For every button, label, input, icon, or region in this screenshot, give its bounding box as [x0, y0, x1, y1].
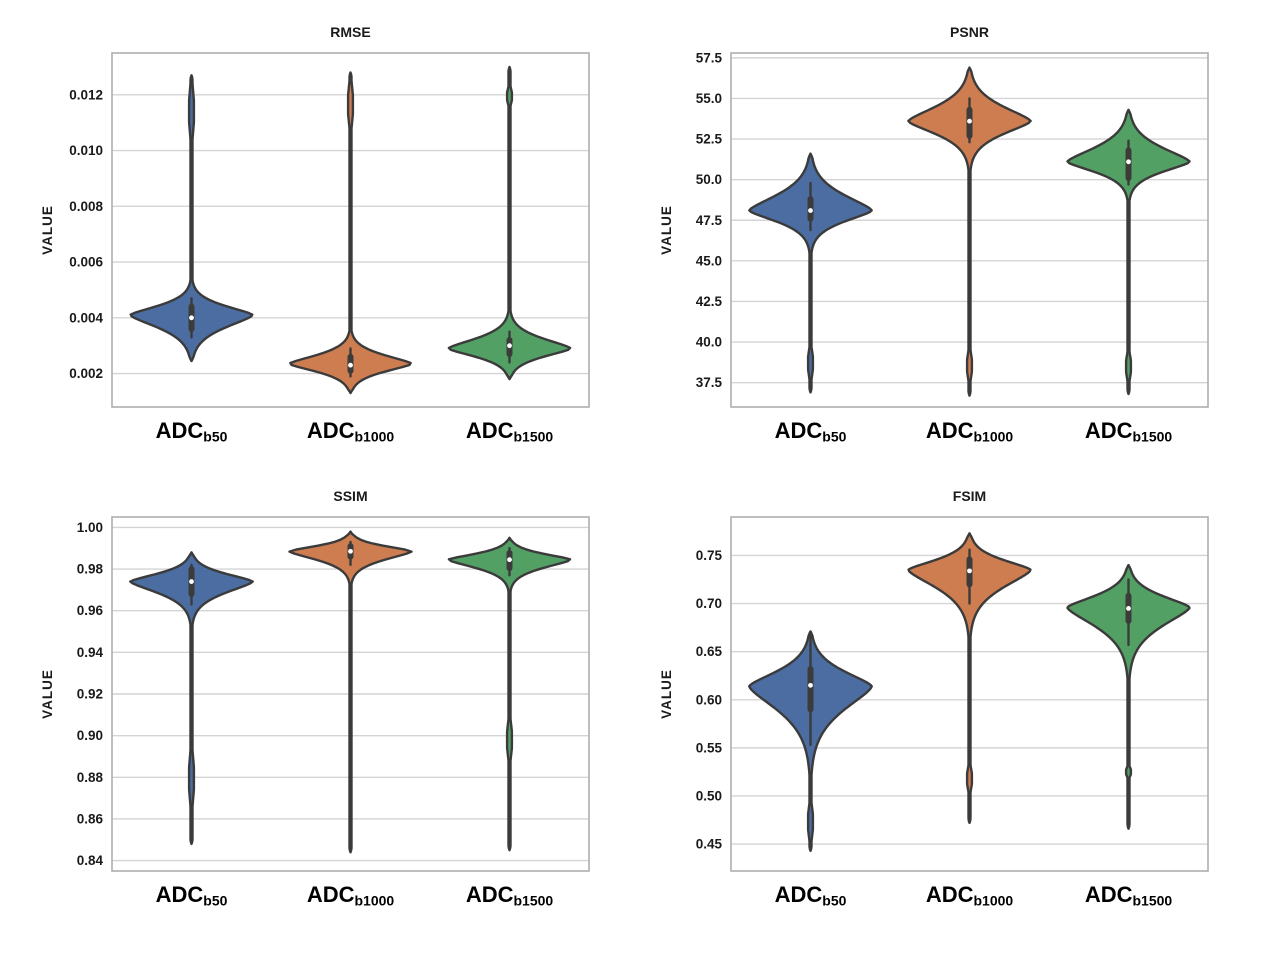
violin-adcb50	[129, 551, 254, 846]
x-category-label: ADCb1000	[926, 882, 1014, 909]
x-category-label: ADCb50	[775, 418, 847, 445]
y-tick-label: 0.50	[696, 788, 722, 803]
y-tick-label: 0.98	[77, 562, 104, 577]
y-tick-label: 0.90	[77, 728, 103, 743]
panel-rmse: 0.002 0.004 0.006 0.008 0.010 0.012 ADCb50 ADCb…	[0, 0, 634, 477]
median-dot	[348, 548, 353, 554]
y-tick-label: 0.010	[69, 143, 103, 158]
y-tick-label: 45.0	[696, 253, 722, 268]
median-dot	[189, 579, 194, 584]
y-tick-label: 0.002	[69, 366, 103, 381]
violin-chart-fsim: 0.45 0.50 0.55 0.60 0.65 0.70 0.75 ADCb50 ADCb10…	[659, 488, 1209, 909]
x-category-label: ADCb1500	[1085, 882, 1173, 909]
x-category-label: ADCb50	[775, 882, 847, 909]
y-tick-label: 52.5	[696, 132, 723, 147]
y-tick-label: 0.75	[696, 548, 723, 563]
violin-adcb1000	[907, 66, 1032, 397]
violin-adcb50	[129, 74, 254, 363]
y-tick-label: 0.92	[77, 687, 103, 702]
y-tick-label: 0.84	[77, 853, 104, 868]
y-tick-label: 0.70	[696, 596, 722, 611]
x-category-label: ADCb1000	[926, 418, 1014, 445]
x-category-label: ADCb50	[156, 418, 228, 445]
panel-ssim: 0.84 0.86 0.88 0.90 0.92 0.94 0.96 0.98 1.00 ADCb…	[0, 477, 634, 954]
y-tick-label: 0.55	[696, 740, 723, 755]
y-tick-label: 1.00	[77, 520, 103, 535]
y-tick-label: 0.96	[77, 603, 104, 618]
plot-frame	[730, 52, 1209, 408]
violin-adcb1500	[447, 65, 572, 381]
violin-adcb1500	[447, 536, 572, 852]
y-tick-label: 0.86	[77, 811, 104, 826]
y-tick-label: 50.0	[696, 172, 722, 187]
y-tick-label: 55.0	[696, 91, 722, 106]
violin-adcb1500	[1066, 563, 1191, 830]
y-axis-label: VALUE	[659, 669, 674, 719]
chart-title: FSIM	[953, 488, 986, 504]
median-dot	[507, 557, 512, 563]
y-tick-label: 0.004	[69, 310, 103, 325]
violin-adcb1000	[289, 71, 412, 395]
x-category-label: ADCb50	[156, 882, 228, 909]
violin-adcb50	[748, 152, 873, 394]
violin-adcb1500	[1066, 108, 1191, 396]
y-tick-label: 37.5	[696, 375, 723, 390]
x-category-label: ADCb1000	[307, 418, 395, 445]
y-axis-label: VALUE	[659, 205, 674, 255]
y-tick-label: 0.45	[696, 837, 723, 852]
y-tick-label: 0.94	[77, 645, 104, 660]
x-category-label: ADCb1500	[466, 418, 554, 445]
y-tick-label: 42.5	[696, 294, 723, 309]
violin-chart-rmse: 0.002 0.004 0.006 0.008 0.010 0.012 ADCb50 ADCb…	[40, 24, 590, 445]
y-tick-label: 40.0	[696, 335, 722, 350]
median-dot	[348, 362, 353, 368]
median-dot	[1126, 159, 1131, 165]
median-dot	[1126, 605, 1131, 611]
plot-frame	[111, 516, 590, 872]
panel-psnr: 37.5 40.0 42.5 45.0 47.5 50.0 52.5 55.0 57.5 ADCb…	[634, 0, 1269, 477]
median-dot	[808, 208, 813, 213]
chart-title: PSNR	[950, 24, 989, 40]
violin-adcb1000	[907, 532, 1032, 825]
x-category-label: ADCb1000	[307, 882, 395, 909]
median-dot	[189, 315, 194, 321]
y-tick-label: 0.012	[69, 87, 103, 102]
x-category-label: ADCb1500	[466, 882, 554, 909]
plot-frame	[111, 52, 590, 408]
y-tick-label: 0.008	[69, 199, 103, 214]
y-tick-label: 0.006	[69, 255, 103, 270]
y-axis-label: VALUE	[40, 205, 55, 255]
y-axis-label: VALUE	[40, 669, 55, 719]
plot-frame	[730, 516, 1209, 872]
chart-title: SSIM	[333, 488, 367, 504]
violin-adcb1000	[288, 530, 413, 854]
violin-chart-ssim: 0.84 0.86 0.88 0.90 0.92 0.94 0.96 0.98 1.00 ADCb…	[40, 488, 590, 909]
y-tick-label: 57.5	[696, 50, 723, 65]
y-tick-label: 47.5	[696, 213, 723, 228]
y-tick-label: 0.60	[696, 692, 722, 707]
violin-chart-psnr: 37.5 40.0 42.5 45.0 47.5 50.0 52.5 55.0 57.5 ADCb…	[659, 24, 1209, 445]
panel-fsim: 0.45 0.50 0.55 0.60 0.65 0.70 0.75 ADCb50 ADCb10…	[634, 477, 1269, 954]
median-dot	[967, 118, 972, 124]
x-category-label: ADCb1500	[1085, 418, 1173, 445]
median-dot	[507, 343, 512, 349]
median-dot	[967, 568, 972, 574]
chart-title: RMSE	[330, 24, 370, 40]
y-tick-label: 0.88	[77, 770, 104, 785]
y-tick-label: 0.65	[696, 644, 723, 659]
median-dot	[808, 682, 813, 688]
